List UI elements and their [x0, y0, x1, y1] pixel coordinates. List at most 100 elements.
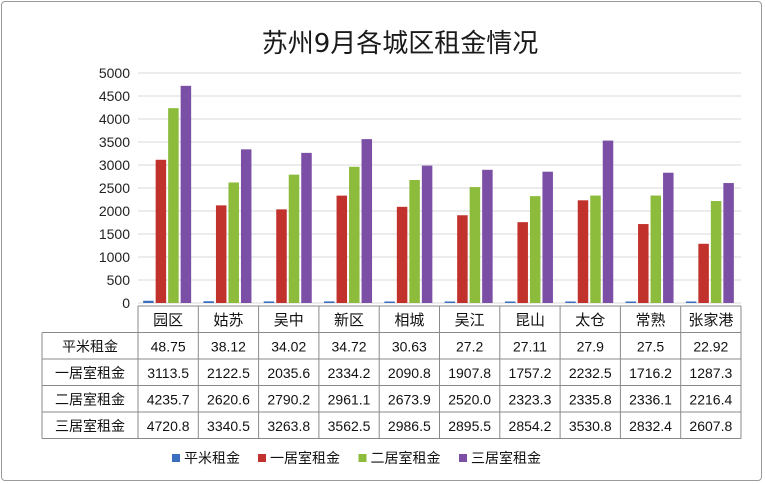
series-row-label: 三居室租金 [55, 418, 125, 435]
category-label: 张家港 [688, 311, 733, 329]
bar [263, 301, 275, 303]
data-label: 2323.3 [509, 392, 552, 408]
bar [276, 209, 287, 303]
bar [577, 200, 589, 303]
data-label: 4235.7 [147, 392, 190, 408]
data-label: 27.11 [513, 339, 547, 355]
bar [180, 85, 192, 303]
bar [469, 187, 481, 303]
category-label: 姑苏 [213, 311, 243, 329]
data-label: 38.12 [211, 339, 246, 355]
bar [301, 152, 312, 303]
data-label: 2334.2 [328, 365, 371, 381]
bar [457, 215, 468, 303]
y-tick-label: 4500 [99, 88, 130, 104]
bar [650, 195, 662, 303]
category-label: 太仓 [575, 311, 605, 329]
bar [288, 174, 300, 303]
data-label: 27.9 [577, 339, 604, 355]
data-label: 2232.5 [569, 365, 612, 381]
bar [590, 195, 601, 303]
y-tick-label: 1000 [99, 249, 130, 265]
legend-swatch [358, 454, 367, 462]
data-label: 2895.5 [448, 418, 491, 434]
data-label: 34.72 [332, 339, 367, 355]
category-label: 昆山 [515, 311, 545, 329]
data-label: 30.63 [392, 339, 427, 355]
bar [228, 182, 239, 303]
y-tick-label: 1500 [99, 226, 130, 242]
data-label: 3530.8 [569, 418, 612, 434]
bar [240, 149, 252, 303]
bar [602, 140, 614, 303]
bar [349, 166, 360, 303]
series-row-label: 一居室租金 [55, 365, 125, 382]
chart-title: 苏州9月各城区租金情况 [262, 29, 539, 59]
y-tick-label: 4000 [99, 111, 130, 127]
bar [409, 180, 420, 303]
legend: 平米租金 一居室租金 二居室租金 三居室租金 [172, 450, 541, 467]
series-row-label: 二居室租金 [55, 392, 125, 409]
category-label: 吴中 [274, 311, 304, 329]
bar [504, 301, 516, 303]
legend-swatch [172, 454, 180, 462]
bar [444, 301, 456, 303]
y-tick-label: 500 [107, 272, 131, 288]
bar [663, 172, 674, 303]
bar [336, 195, 348, 303]
data-label: 2790.2 [267, 392, 310, 408]
bar [168, 108, 179, 303]
bar [482, 169, 493, 303]
legend-entry: 一居室租金 [258, 450, 340, 467]
legend-swatch [258, 454, 266, 462]
series-row-label: 平米租金 [62, 340, 118, 356]
data-label: 1757.2 [509, 365, 552, 381]
data-label: 2216.4 [689, 392, 732, 408]
data-label: 1287.3 [689, 365, 732, 381]
bar-series [143, 85, 734, 303]
data-label: 2673.9 [388, 392, 431, 408]
data-label: 3263.8 [267, 418, 310, 434]
data-label: 22.92 [693, 339, 728, 355]
data-label: 48.75 [151, 339, 186, 355]
data-label: 3113.5 [147, 365, 189, 381]
bar [698, 243, 709, 303]
data-label: 2336.1 [629, 392, 672, 408]
data-label: 34.02 [271, 339, 306, 355]
bar [565, 301, 576, 303]
data-label: 2122.5 [207, 365, 250, 381]
y-tick-label: 5000 [99, 65, 130, 81]
y-tick-label: 3500 [99, 134, 130, 150]
data-label: 1907.8 [448, 365, 491, 381]
legend-swatch [459, 454, 467, 462]
category-label: 新区 [334, 311, 364, 329]
bar [638, 224, 649, 303]
data-label: 2335.8 [569, 392, 612, 408]
data-label: 2854.2 [509, 418, 552, 434]
category-label: 相城 [394, 311, 424, 329]
bar [361, 139, 373, 303]
data-label: 2035.6 [267, 365, 310, 381]
bar [143, 300, 154, 303]
data-label: 3340.5 [207, 418, 250, 434]
bar [421, 165, 433, 303]
legend-entry: 平米租金 [172, 451, 240, 467]
category-label: 常熟 [636, 311, 666, 329]
y-tick-label: 3000 [99, 157, 130, 173]
data-label: 2607.8 [689, 418, 732, 434]
bar [529, 196, 541, 303]
data-label: 27.5 [637, 339, 664, 355]
y-tick-label: 2500 [99, 180, 130, 196]
category-label: 吴江 [455, 311, 485, 329]
bar [384, 301, 395, 303]
data-label: 27.2 [456, 339, 483, 355]
bar [723, 183, 734, 303]
data-label: 2986.5 [388, 418, 431, 434]
bar [155, 159, 167, 303]
bar [324, 301, 335, 303]
legend-label: 平米租金 [184, 451, 240, 467]
bar [517, 222, 528, 303]
bar [203, 301, 214, 303]
